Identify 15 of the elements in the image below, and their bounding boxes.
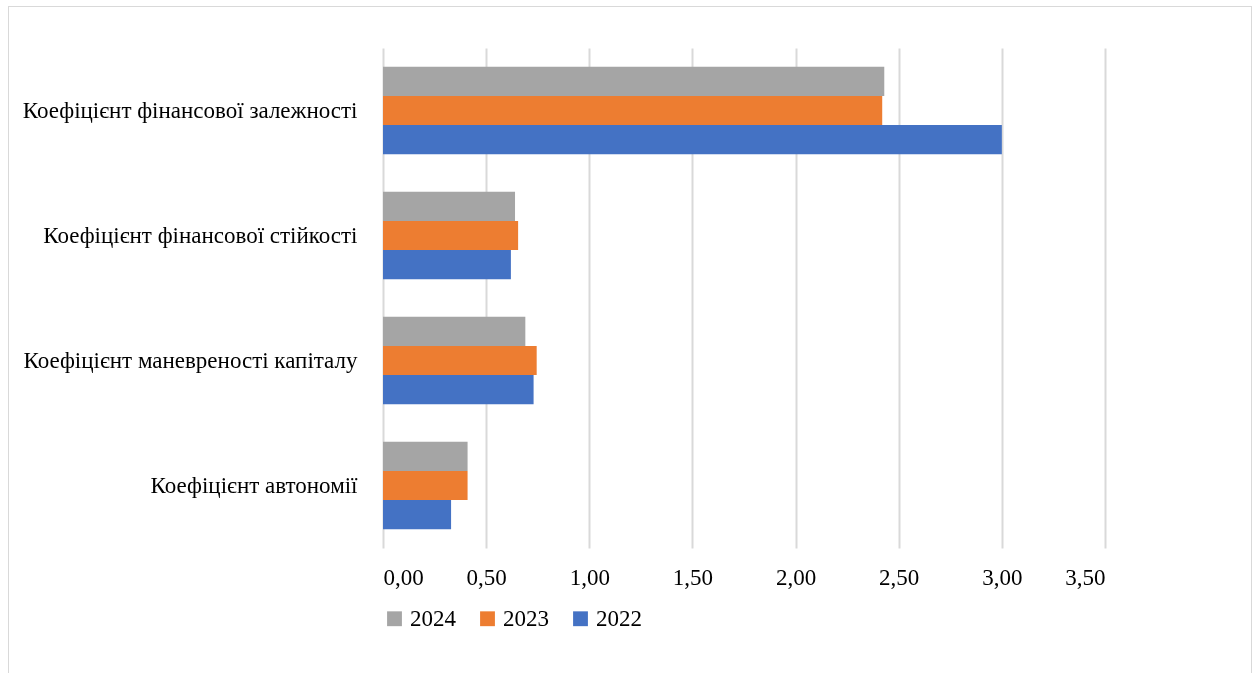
y-tick-label: Коефіцієнт автономії <box>150 472 359 498</box>
x-tick-label: 1,00 <box>569 564 610 590</box>
y-tick-label: Коефіцієнт маневреності капіталу <box>23 347 358 373</box>
x-tick-label: 0,50 <box>466 564 507 590</box>
x-tick-label: 3,00 <box>982 564 1023 590</box>
x-tick-label: 2,00 <box>775 564 817 590</box>
legend-label: 2023 <box>503 605 549 631</box>
legend-label: 2022 <box>596 605 642 631</box>
y-tick-label: Коефіцієнт фінансової стійкості <box>43 222 358 248</box>
x-tick-label: 0,00 <box>383 564 424 590</box>
y-tick-label: Коефіцієнт фінансової залежності <box>22 97 358 123</box>
x-tick-label: 3,50 <box>1065 564 1106 590</box>
x-tick-label: 2,50 <box>879 564 920 590</box>
x-tick-label: 1,50 <box>672 564 714 590</box>
legend-label: 2024 <box>410 605 457 631</box>
